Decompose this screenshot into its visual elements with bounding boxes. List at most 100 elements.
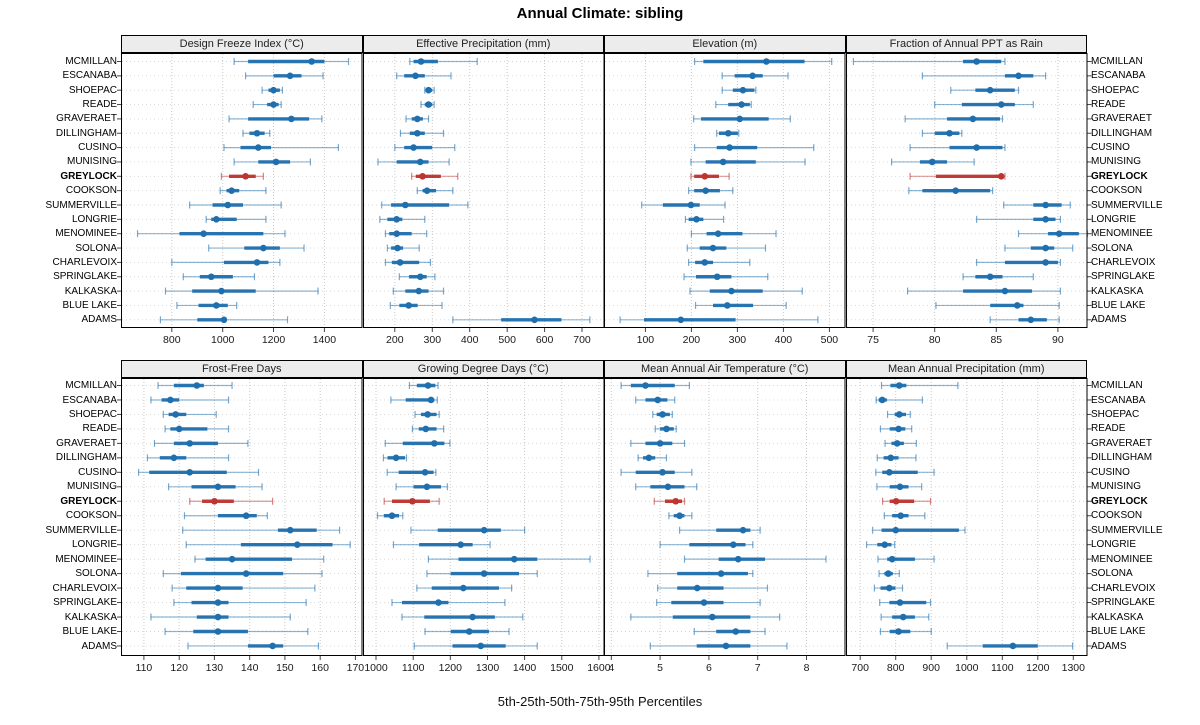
site-label-left-reade: READE	[82, 99, 117, 110]
median-dot	[530, 316, 538, 324]
percentile-row-escanaba	[721, 72, 789, 80]
percentile-row-reade	[933, 101, 1034, 109]
axis-tick-label: 1200	[262, 334, 286, 346]
median-dot	[739, 86, 747, 94]
median-dot	[896, 483, 903, 491]
median-dot	[211, 497, 218, 505]
percentile-row-springlake	[173, 599, 307, 607]
site-label-left-solona: SOLONA	[75, 568, 117, 580]
median-dot	[459, 584, 467, 592]
percentile-row-graveraet	[883, 439, 917, 447]
percentile-row-dillingham	[876, 454, 917, 462]
percentile-row-greylock	[908, 172, 1006, 180]
axis-tick-label: 400	[775, 334, 793, 346]
percentile-row-mcmillan	[620, 382, 690, 389]
median-dot	[891, 526, 899, 534]
median-dot	[510, 555, 518, 563]
median-dot	[728, 287, 735, 295]
percentile-row-adams	[413, 642, 538, 650]
median-dot	[714, 230, 722, 237]
site-label-right-dillingham: DILLINGHAM	[1091, 127, 1153, 139]
median-dot	[228, 187, 235, 194]
percentile-row-munising	[635, 483, 698, 491]
site-label-left-cusino: CUSINO	[78, 466, 117, 478]
percentile-row-reade	[252, 101, 282, 109]
site-label-left-adams: ADAMS	[81, 314, 117, 326]
median-dot	[951, 187, 959, 194]
site-label-right-longrie: LONGRIE	[1091, 213, 1137, 225]
percentile-row-longrie	[185, 541, 351, 549]
median-dot	[972, 58, 980, 65]
site-label-left-shoepac: SHOEPAC	[68, 84, 117, 96]
median-dot	[701, 259, 709, 266]
median-dot	[392, 454, 399, 462]
percentile-row-adams	[451, 316, 590, 324]
axis-tick-label: 8	[804, 662, 810, 674]
strip-frost-free-days: Frost-Free Days	[121, 360, 363, 378]
site-label-right-kalkaska: KALKASKA	[1091, 285, 1144, 297]
percentile-row-cookson	[883, 512, 925, 520]
median-dot	[270, 86, 277, 94]
median-dot	[416, 273, 424, 281]
percentile-row-blue-lake	[693, 627, 766, 635]
median-dot	[749, 72, 756, 80]
panel-fraction-of-annual-ppt-as-rain: 75 80 85 90	[845, 53, 1091, 346]
site-label-left-menominee: MENOMINEE	[55, 553, 117, 565]
site-label-left-escanaba: ESCANABA	[62, 70, 117, 82]
percentile-row-summerville	[409, 526, 525, 534]
median-dot	[672, 497, 680, 505]
percentile-row-graveraet	[404, 115, 429, 123]
percentile-row-greylock	[690, 172, 730, 180]
percentile-row-mcmillan	[408, 382, 439, 389]
median-dot	[214, 599, 222, 606]
site-label-left-reade: READE	[82, 423, 117, 435]
median-dot	[214, 628, 222, 635]
percentile-row-menominee	[136, 230, 286, 238]
site-label-left-summerville: SUMMERVILLE	[45, 199, 117, 211]
median-dot	[642, 382, 649, 389]
median-dot	[1041, 201, 1049, 209]
site-label-right-munising: MUNISING	[1091, 156, 1141, 168]
median-dot	[986, 273, 993, 281]
median-dot	[734, 555, 742, 563]
percentile-row-adams	[946, 642, 1073, 650]
median-dot	[1041, 216, 1049, 223]
percentile-row-cusino	[223, 144, 339, 152]
median-dot	[1013, 302, 1021, 309]
axis-tick-label: 1500	[550, 662, 574, 674]
percentile-row-dillingham	[716, 129, 740, 137]
median-dot	[736, 115, 743, 123]
percentile-row-graveraet	[693, 115, 791, 123]
median-dot	[645, 454, 653, 462]
percentile-row-longrie	[392, 541, 491, 549]
percentile-row-cusino	[386, 468, 436, 476]
median-dot	[288, 115, 295, 123]
percentile-row-cusino	[138, 468, 260, 476]
median-dot	[480, 570, 487, 577]
site-label-left-mcmillan: MCMILLAN	[65, 56, 117, 67]
percentile-row-springlake	[398, 273, 435, 281]
panel-elevation-m: 100 200 300 400 500	[604, 53, 846, 346]
site-label-right-solona: SOLONA	[1091, 568, 1133, 580]
percentile-row-greylock	[410, 172, 458, 180]
percentile-row-reade	[654, 425, 677, 433]
median-dot	[693, 216, 700, 223]
site-label-right-escanaba: ESCANABA	[1091, 70, 1146, 82]
median-dot	[308, 58, 315, 65]
percentile-row-menominee	[194, 555, 325, 563]
percentile-row-springlake	[390, 599, 506, 607]
percentile-row-graveraet	[904, 115, 1003, 123]
median-dot	[396, 259, 403, 266]
percentile-row-munising	[376, 158, 450, 166]
median-dot	[885, 469, 893, 476]
median-dot	[392, 216, 400, 223]
percentile-row-solona	[425, 570, 538, 578]
percentile-row-munising	[233, 158, 311, 166]
percentile-row-adams	[649, 642, 788, 650]
site-label-right-cookson: COOKSON	[1091, 185, 1143, 197]
percentile-row-solona	[877, 570, 900, 578]
strip-elevation-m: Elevation (m)	[604, 35, 846, 53]
median-dot	[416, 158, 424, 166]
median-dot	[218, 287, 225, 295]
percentile-row-shoepac	[949, 86, 1019, 94]
